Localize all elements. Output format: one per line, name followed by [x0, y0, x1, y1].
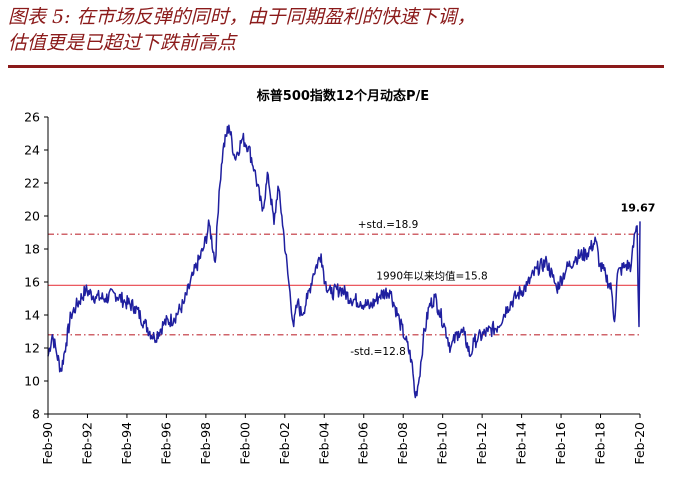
y-tick-label-18: 18: [24, 242, 40, 257]
y-tick-label-20: 20: [24, 209, 40, 224]
reference-label-0: +std.=18.9: [358, 219, 419, 231]
x-tick-label-10: Feb-10: [435, 422, 450, 465]
y-tick-label-26: 26: [24, 110, 40, 125]
x-tick-label-9: Feb-08: [395, 422, 410, 465]
y-tick-label-14: 14: [24, 308, 40, 323]
x-tick-label-3: Feb-96: [158, 422, 173, 465]
caption-line-1: 图表 5: 在市场反弹的同时，由于同期盈利的快速下调，: [8, 6, 476, 28]
y-tick-label-12: 12: [24, 341, 40, 356]
x-tick-label-6: Feb-02: [277, 422, 292, 465]
x-tick-label-8: Feb-06: [356, 422, 371, 465]
x-tick-label-7: Feb-04: [316, 422, 331, 465]
annotation-labels: +std.=18.9 1990年以来均值=15.8 -std.=12.8 19.67: [350, 201, 655, 357]
reference-label-2: -std.=12.8: [350, 346, 406, 358]
x-tick-label-4: Feb-98: [198, 422, 213, 465]
y-tick-label-10: 10: [24, 374, 40, 389]
reference-label-1: 1990年以来均值=15.8: [376, 269, 487, 282]
caption-line-2: 估值更是已超过下跌前高点: [8, 32, 237, 54]
y-tick-label-24: 24: [24, 143, 40, 158]
figure-caption: 图表 5: 在市场反弹的同时，由于同期盈利的快速下调， 估值更是已超过下跌前高点: [8, 4, 672, 56]
x-tick-label-13: Feb-16: [553, 422, 568, 465]
x-tick-label-15: Feb-20: [632, 422, 647, 465]
y-tick-label-22: 22: [24, 176, 40, 191]
x-tick-label-14: Feb-18: [593, 422, 608, 465]
x-tick-label-12: Feb-14: [514, 422, 529, 465]
pe-series-line: [47, 124, 641, 399]
caption-divider: [8, 65, 664, 68]
x-tick-label-2: Feb-94: [119, 422, 134, 465]
y-tick-label-8: 8: [32, 407, 40, 422]
data-label-0: 19.67: [621, 201, 656, 214]
x-tick-label-5: Feb-00: [237, 422, 252, 465]
x-tick-label-0: Feb-90: [40, 422, 55, 465]
reference-lines: [48, 233, 640, 336]
series-group: [47, 124, 641, 399]
chart-title: 标普500指数12个月动态P/E: [256, 88, 429, 104]
x-tick-label-11: Feb-12: [474, 422, 489, 465]
x-tick-label-1: Feb-92: [79, 422, 94, 465]
y-tick-label-16: 16: [24, 275, 40, 290]
axes: 8 10 12 14 16 18 20 22 24 26 Feb-90 Feb-92 Feb-94 Feb…: [24, 110, 647, 465]
